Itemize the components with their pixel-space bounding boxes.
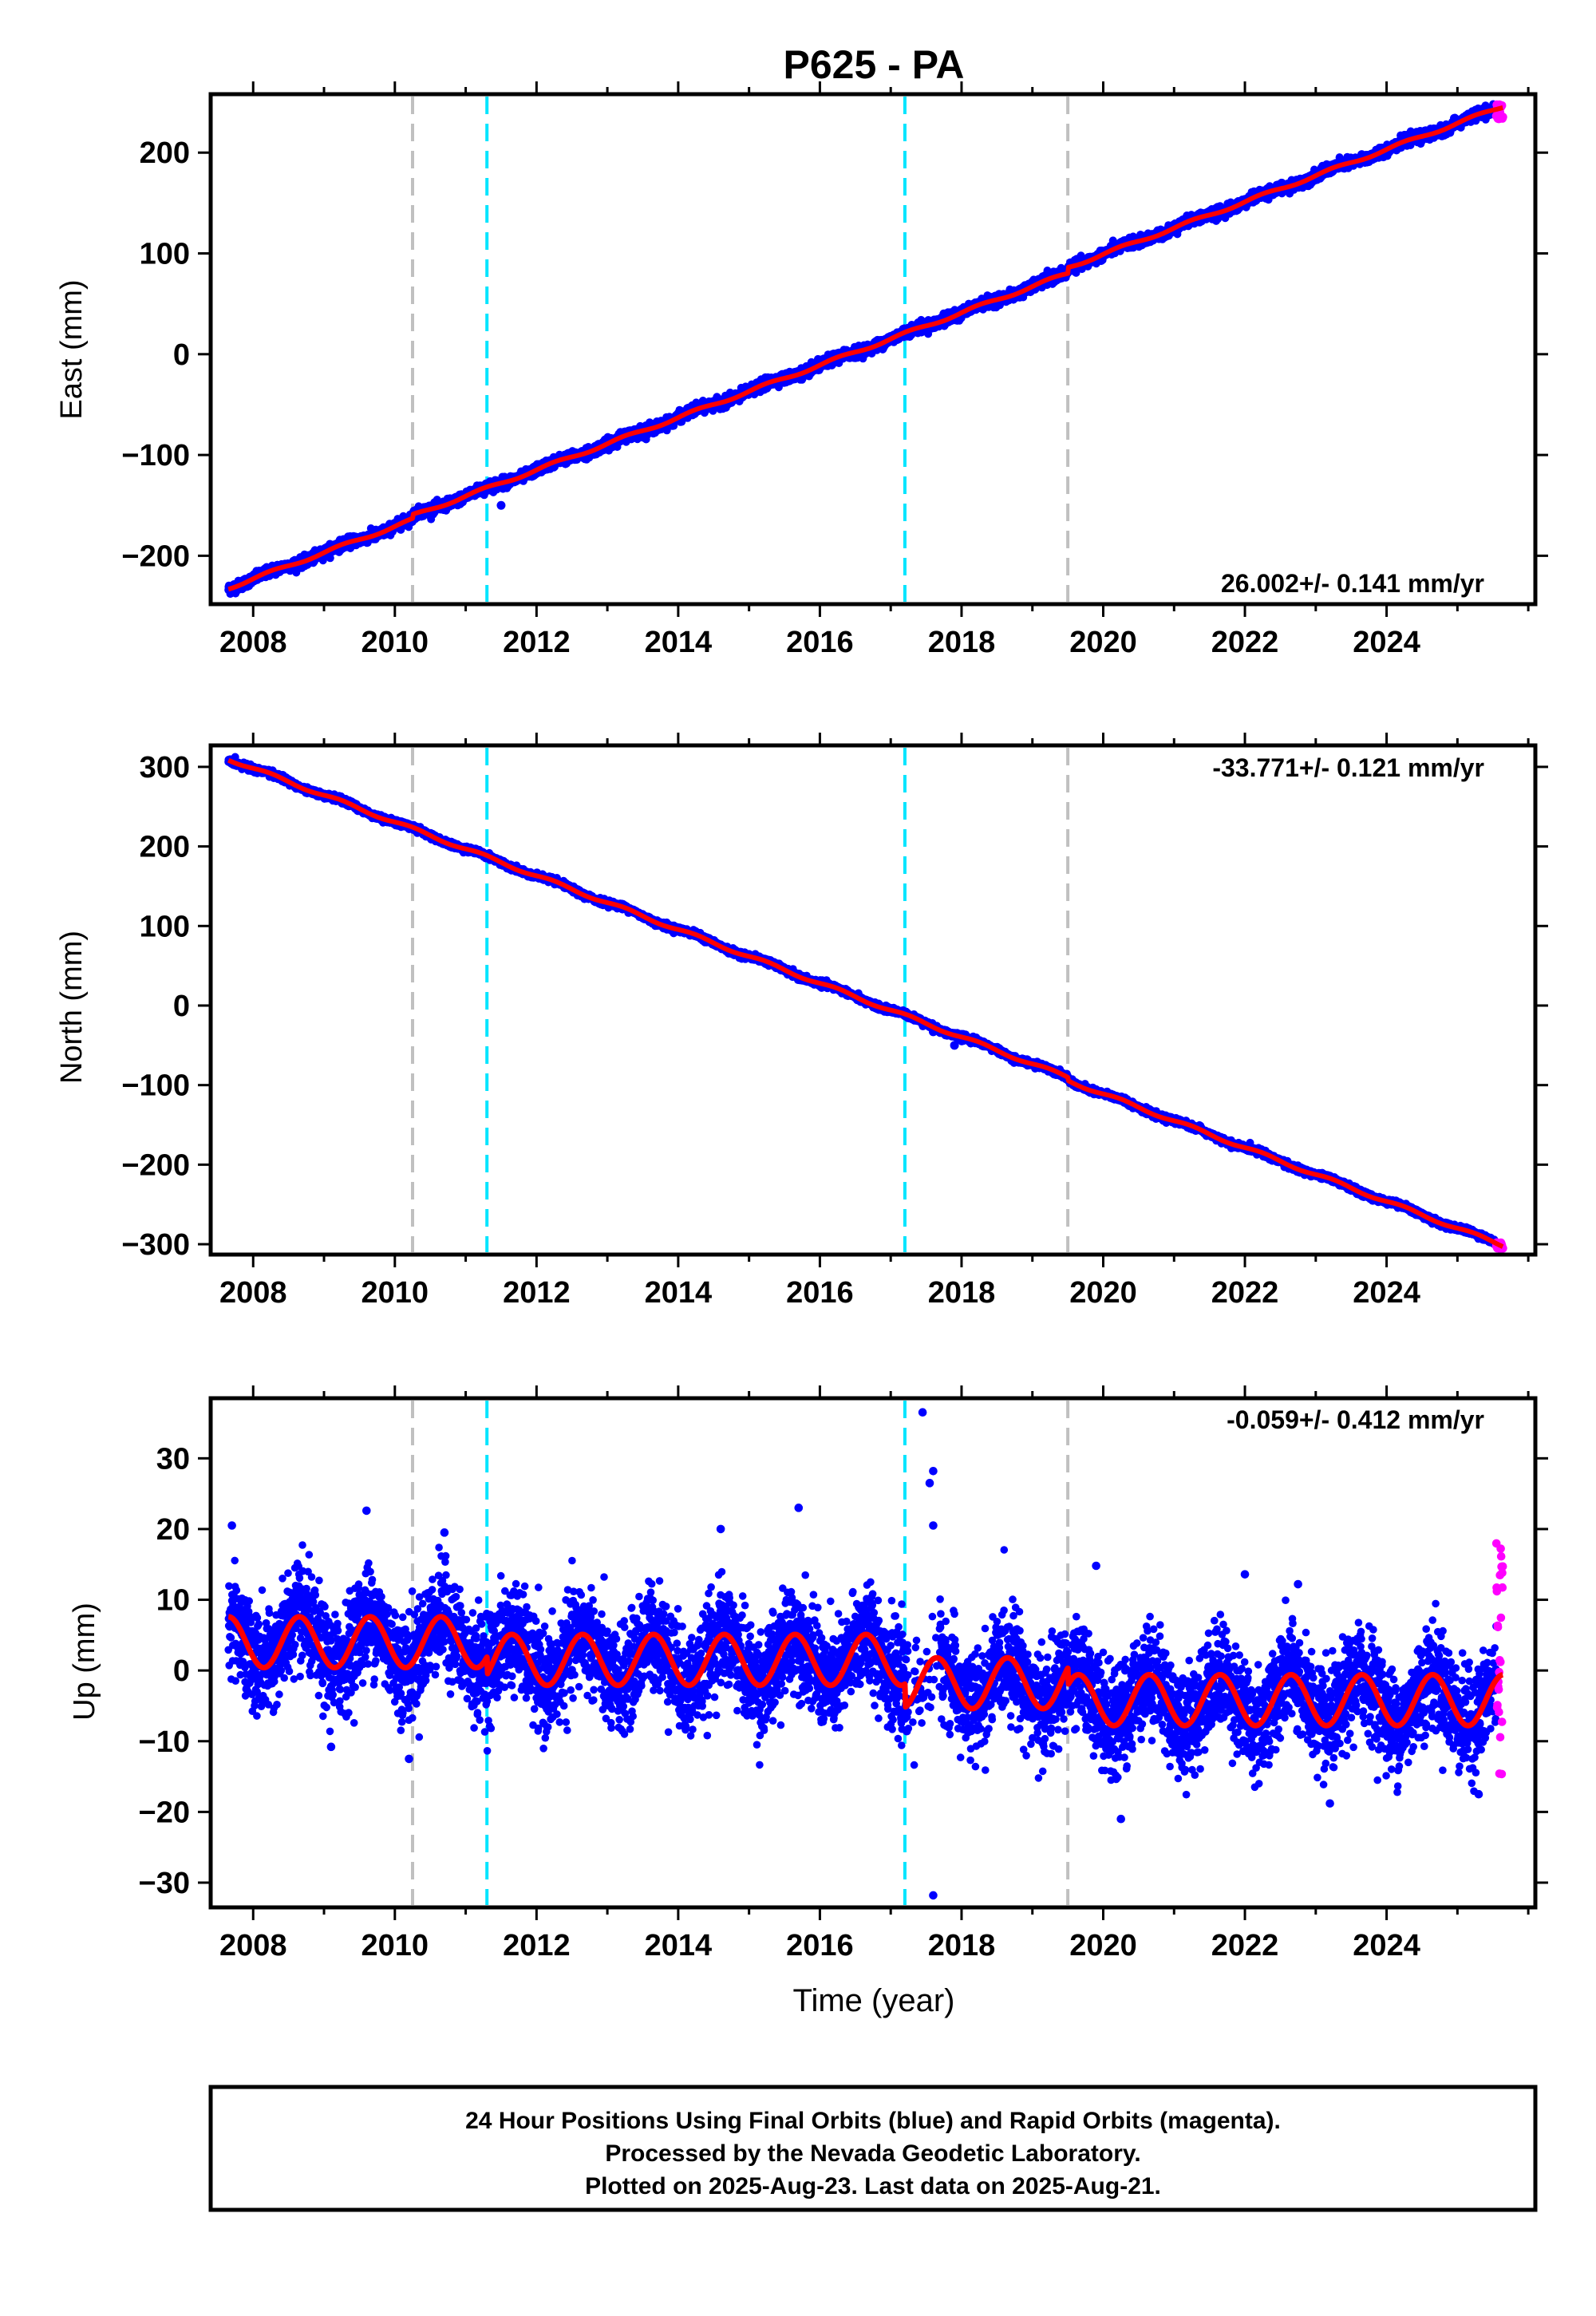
chart-title: P625 - PA xyxy=(784,42,965,87)
east-panel: 2008 2010 2012 2014 2016 2018 2020 2022 2024−200… xyxy=(55,81,1548,659)
